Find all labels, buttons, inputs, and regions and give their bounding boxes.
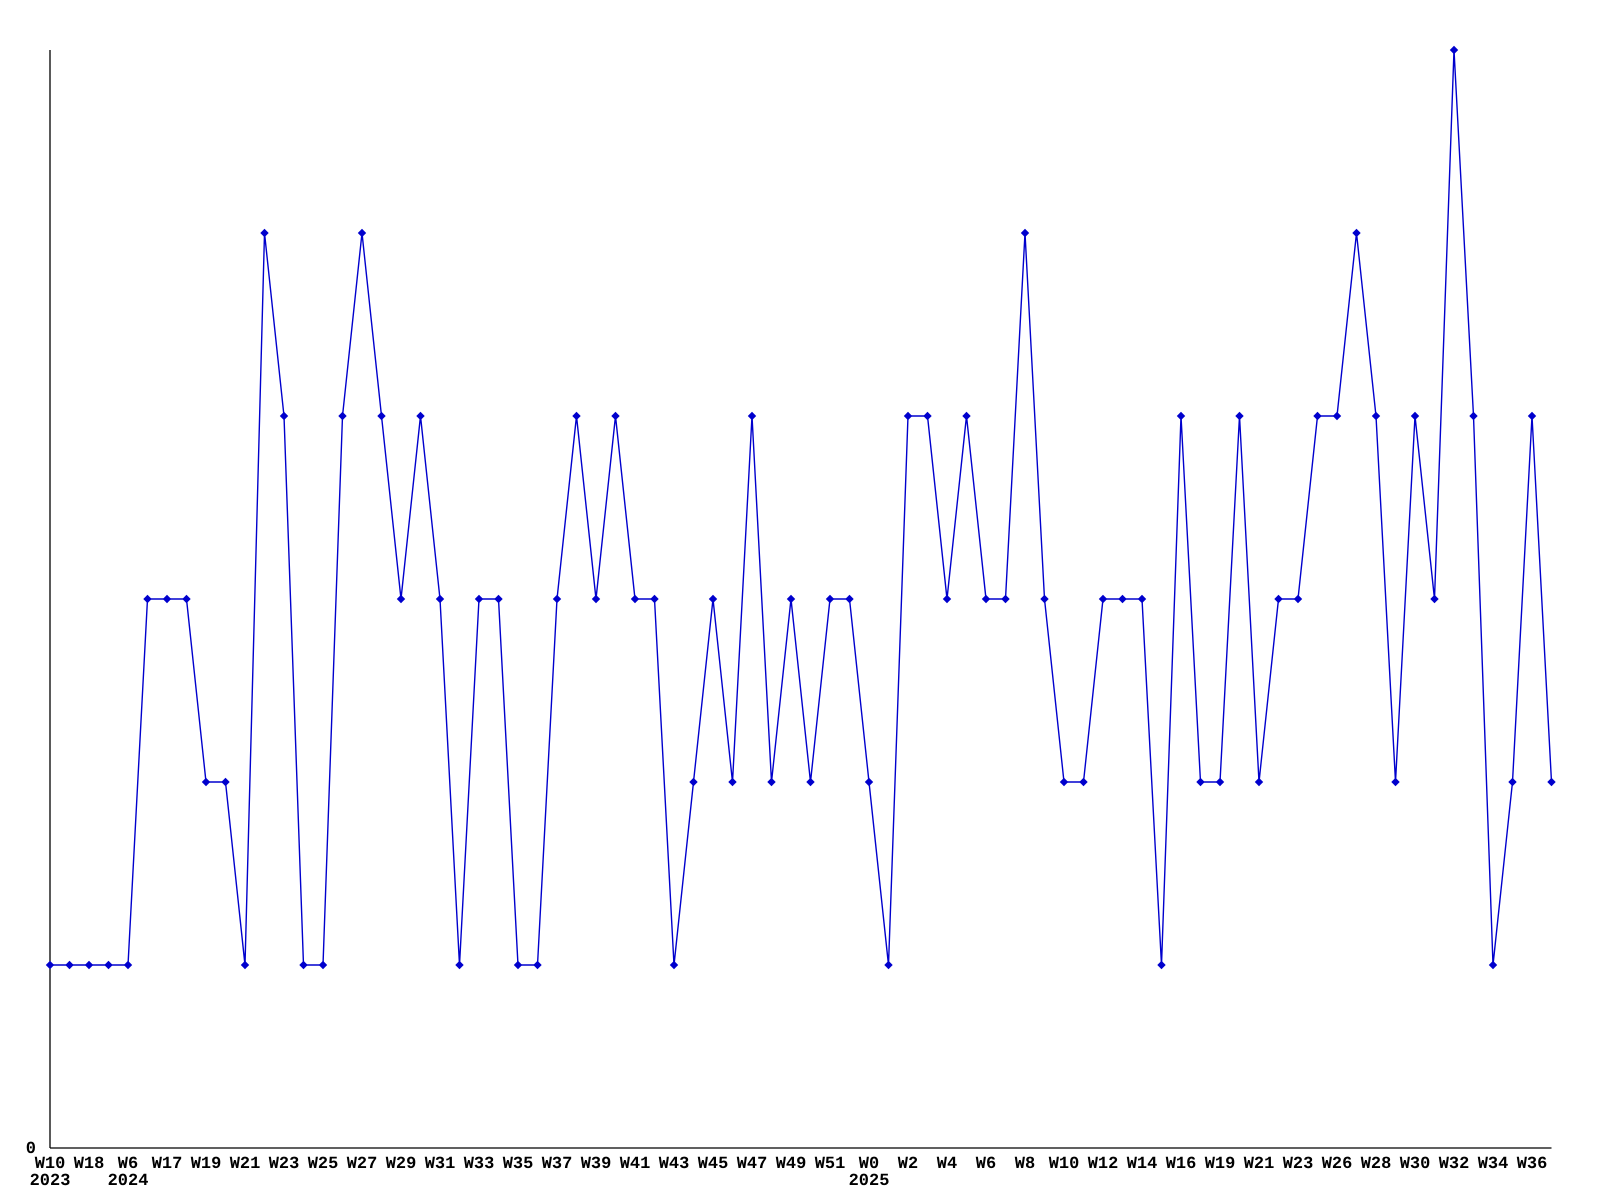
svg-text:2024: 2024	[108, 1172, 149, 1191]
svg-text:W19: W19	[1205, 1155, 1236, 1174]
svg-text:W23: W23	[1283, 1155, 1314, 1174]
svg-text:W18: W18	[74, 1155, 105, 1174]
svg-text:W29: W29	[386, 1155, 417, 1174]
svg-text:W26: W26	[1322, 1155, 1353, 1174]
svg-text:W23: W23	[269, 1155, 300, 1174]
svg-text:W49: W49	[776, 1155, 807, 1174]
svg-text:W36: W36	[1517, 1155, 1548, 1174]
svg-text:W4: W4	[937, 1155, 957, 1174]
svg-text:W28: W28	[1361, 1155, 1392, 1174]
svg-text:W51: W51	[815, 1155, 846, 1174]
svg-text:W47: W47	[737, 1155, 768, 1174]
svg-text:W8: W8	[1015, 1155, 1035, 1174]
svg-text:W10: W10	[1049, 1155, 1080, 1174]
svg-text:W34: W34	[1478, 1155, 1509, 1174]
svg-text:W43: W43	[659, 1155, 690, 1174]
svg-text:W21: W21	[230, 1155, 261, 1174]
svg-text:W45: W45	[698, 1155, 729, 1174]
svg-text:W33: W33	[464, 1155, 495, 1174]
svg-text:W6: W6	[976, 1155, 996, 1174]
svg-text:W14: W14	[1127, 1155, 1158, 1174]
svg-text:W2: W2	[898, 1155, 918, 1174]
svg-text:2023: 2023	[30, 1172, 71, 1191]
svg-text:W25: W25	[308, 1155, 339, 1174]
svg-text:W16: W16	[1166, 1155, 1197, 1174]
svg-text:W21: W21	[1244, 1155, 1275, 1174]
svg-text:W27: W27	[347, 1155, 378, 1174]
svg-text:W37: W37	[542, 1155, 573, 1174]
svg-text:W19: W19	[191, 1155, 222, 1174]
svg-text:W30: W30	[1400, 1155, 1431, 1174]
svg-text:W12: W12	[1088, 1155, 1119, 1174]
svg-text:W17: W17	[152, 1155, 183, 1174]
svg-text:2025: 2025	[849, 1172, 890, 1191]
svg-text:W39: W39	[581, 1155, 612, 1174]
svg-text:W31: W31	[425, 1155, 456, 1174]
svg-text:W32: W32	[1439, 1155, 1470, 1174]
svg-text:W35: W35	[503, 1155, 534, 1174]
svg-text:W41: W41	[620, 1155, 651, 1174]
